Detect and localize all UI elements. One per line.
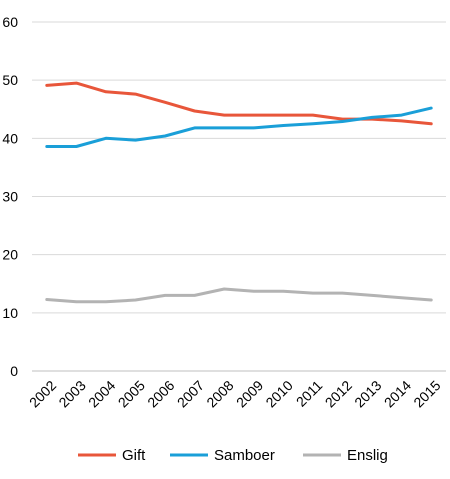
- x-tick-label: 2007: [174, 377, 207, 410]
- x-tick-label: 2012: [322, 377, 355, 410]
- x-tick-label: 2008: [203, 377, 236, 410]
- y-tick-label: 30: [2, 189, 18, 205]
- x-tick-label: 2003: [55, 377, 88, 410]
- x-tick-label: 2011: [293, 377, 326, 410]
- x-tick-label: 2004: [85, 377, 118, 410]
- legend-item-enslig: Enslig: [303, 447, 388, 464]
- y-axis: 0 10 20 30 40 50 60: [2, 14, 18, 379]
- x-tick-label: 2009: [233, 377, 266, 410]
- x-tick-label: 2010: [262, 377, 295, 410]
- legend-label: Gift: [122, 447, 146, 464]
- y-tick-label: 40: [2, 130, 18, 146]
- legend-item-samboer: Samboer: [170, 447, 275, 464]
- x-tick-label: 2002: [26, 377, 59, 410]
- x-axis: 2002200320042005200620072008200920102011…: [26, 370, 446, 411]
- y-tick-label: 10: [2, 305, 18, 321]
- x-tick-label: 2015: [410, 377, 443, 410]
- series-lines: [45, 81, 433, 304]
- gridlines: [32, 21, 446, 314]
- y-tick-label: 0: [10, 363, 18, 379]
- legend-label: Samboer: [214, 447, 275, 464]
- series-line-enslig: [45, 287, 433, 304]
- y-tick-label: 50: [2, 72, 18, 88]
- series-line-samboer: [45, 106, 433, 148]
- x-tick-label: 2014: [381, 377, 414, 410]
- legend-item-gift: Gift: [78, 447, 146, 464]
- legend: Gift Samboer Enslig: [78, 447, 388, 464]
- x-tick-label: 2006: [144, 377, 177, 410]
- x-tick-label: 2013: [351, 377, 384, 410]
- y-tick-label: 60: [2, 14, 18, 30]
- legend-label: Enslig: [347, 447, 388, 464]
- y-tick-label: 20: [2, 247, 18, 263]
- x-tick-label: 2005: [115, 377, 148, 410]
